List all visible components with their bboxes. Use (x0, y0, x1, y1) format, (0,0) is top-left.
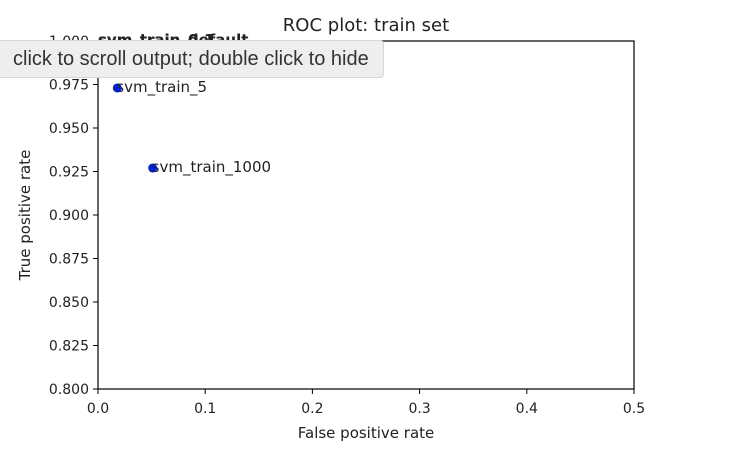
y-axis-label: True positive rate (16, 150, 34, 282)
x-tick-label: 0.2 (301, 401, 323, 417)
x-tick-label: 0.4 (516, 401, 538, 417)
x-axis-ticks: 0.0 0.1 0.2 0.3 0.4 0.5 (87, 389, 645, 417)
data-point (112, 83, 122, 93)
y-tick-label: 0.825 (49, 339, 89, 355)
y-tick-label: 0.950 (49, 121, 89, 137)
chart-title: ROC plot: train set (283, 15, 449, 36)
y-tick-label: 0.800 (49, 382, 89, 398)
data-point-label: svm_train_1000 (152, 158, 271, 177)
y-tick-label: 0.975 (49, 78, 89, 94)
x-tick-label: 0.3 (408, 401, 430, 417)
scroll-output-tooltip[interactable]: click to scroll output; double click to … (0, 40, 384, 78)
y-tick-label: 0.900 (49, 208, 89, 224)
y-tick-label: 0.875 (49, 252, 89, 268)
x-tick-label: 0.1 (194, 401, 216, 417)
y-tick-label: 0.925 (49, 165, 89, 181)
x-tick-label: 0.0 (87, 401, 109, 417)
data-point-label: svm_train_5 (116, 78, 207, 97)
x-tick-label: 0.5 (623, 401, 645, 417)
y-axis-ticks: 0.800 0.825 0.850 0.875 0.900 0.925 0.950 0.975… (49, 34, 98, 398)
data-points: svm_train_5svm_train_1000svm_train_0.1sv… (98, 31, 271, 177)
y-tick-label: 0.850 (49, 295, 89, 311)
x-axis-label: False positive rate (298, 424, 435, 442)
data-point (148, 163, 158, 173)
